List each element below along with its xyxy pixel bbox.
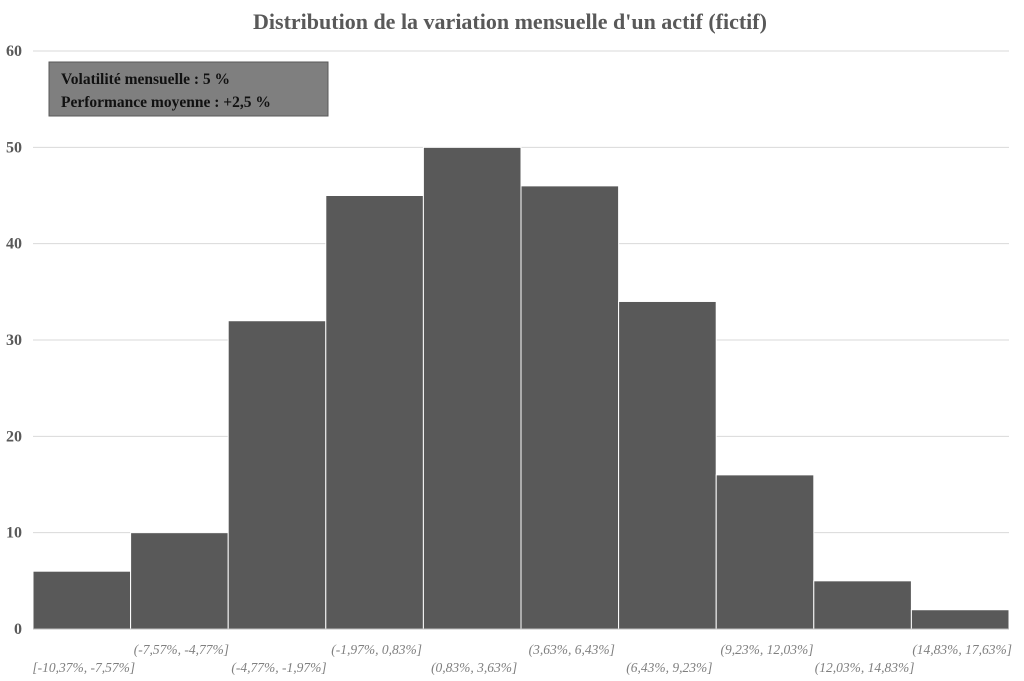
x-tick-label: (6,43%, 9,23%]: [626, 660, 712, 675]
annotation-performance: Performance moyenne : +2,5 %: [61, 94, 271, 111]
y-tick-label: 20: [6, 428, 22, 445]
histogram-bar: [130, 532, 229, 630]
bars: [32, 146, 1010, 630]
x-tick-label: (0,83%, 3,63%]: [431, 660, 517, 675]
histogram-bar: [325, 195, 424, 630]
annotation-box: Volatilité mensuelle : 5 % Performance m…: [48, 61, 329, 117]
y-tick-label: 10: [6, 525, 22, 542]
x-tick-label: (-4,77%, -1,97%]: [231, 660, 326, 675]
y-tick-label: 30: [6, 332, 22, 349]
histogram-bar: [520, 185, 620, 630]
annotation-background: [48, 61, 329, 117]
histogram-bar: [32, 570, 132, 630]
y-tick-label: 60: [6, 43, 22, 60]
y-tick-label: 50: [6, 139, 22, 156]
x-tick-label: [-10,37%, -7,57%]: [32, 660, 135, 675]
y-axis-ticks: 0 10 20 30 40 50 60: [6, 43, 22, 638]
histogram-bar: [227, 320, 327, 630]
x-tick-label: (3,63%, 6,43%]: [529, 642, 615, 657]
histogram-bar: [715, 474, 815, 630]
x-tick-label: (9,23%, 12,03%]: [721, 642, 814, 657]
x-tick-label: (12,03%, 14,83%]: [815, 660, 915, 675]
histogram-bar: [618, 300, 717, 630]
histogram-bar: [813, 580, 912, 630]
chart-title: Distribution de la variation mensuelle d…: [253, 9, 767, 34]
x-tick-label: (-7,57%, -4,77%]: [134, 642, 229, 657]
x-tick-label: (14,83%, 17,63%]: [912, 642, 1012, 657]
y-tick-label: 40: [6, 236, 22, 253]
y-tick-label: 0: [14, 621, 22, 638]
x-axis-ticks: [-10,37%, -7,57%] (-7,57%, -4,77%](-4,77%…: [32, 642, 1012, 675]
histogram-bar: [422, 146, 522, 630]
annotation-volatility: Volatilité mensuelle : 5 %: [61, 71, 230, 88]
x-tick-label: (-1,97%, 0,83%]: [331, 642, 422, 657]
histogram-bar: [910, 609, 1010, 630]
